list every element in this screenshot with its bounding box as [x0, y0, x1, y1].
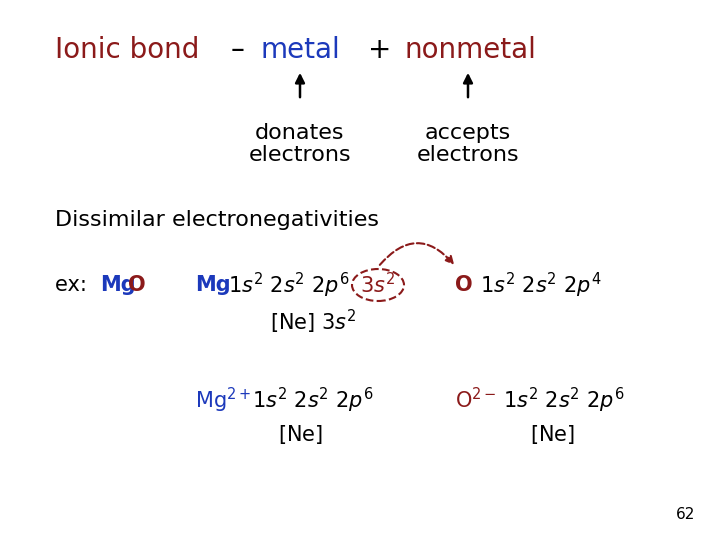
Text: $1s^2\ 2s^2\ 2p^6$: $1s^2\ 2s^2\ 2p^6$ [252, 386, 374, 415]
Text: donates: donates [256, 123, 345, 143]
FancyArrowPatch shape [380, 243, 453, 265]
Text: $\mathrm{O}^{2-}$: $\mathrm{O}^{2-}$ [455, 387, 497, 413]
Text: electrons: electrons [417, 145, 519, 165]
Text: accepts: accepts [425, 123, 511, 143]
Text: metal: metal [260, 36, 340, 64]
Text: O: O [128, 275, 145, 295]
Text: Mg: Mg [195, 275, 230, 295]
Text: O: O [455, 275, 472, 295]
Text: +: + [369, 36, 392, 64]
Text: Ionic bond: Ionic bond [55, 36, 199, 64]
Text: $[\mathrm{Ne}]$: $[\mathrm{Ne}]$ [278, 423, 323, 447]
Text: $1s^2\ 2s^2\ 2p^6$: $1s^2\ 2s^2\ 2p^6$ [228, 271, 349, 300]
Text: Dissimilar electronegativities: Dissimilar electronegativities [55, 210, 379, 230]
Text: ex:: ex: [55, 275, 94, 295]
Text: $[\mathrm{Ne}]$: $[\mathrm{Ne}]$ [530, 423, 575, 447]
Text: $\mathrm{Mg}^{2+}$: $\mathrm{Mg}^{2+}$ [195, 386, 251, 415]
Text: –: – [231, 36, 245, 64]
Text: $3s^2$: $3s^2$ [361, 272, 395, 298]
Text: 62: 62 [675, 507, 695, 522]
Text: nonmetal: nonmetal [404, 36, 536, 64]
Text: $1s^2\ 2s^2\ 2p^4$: $1s^2\ 2s^2\ 2p^4$ [480, 271, 601, 300]
Text: electrons: electrons [248, 145, 351, 165]
Text: Mg: Mg [100, 275, 135, 295]
Text: $1s^2\ 2s^2\ 2p^6$: $1s^2\ 2s^2\ 2p^6$ [503, 386, 624, 415]
Text: $[\mathrm{Ne}]\ 3s^2$: $[\mathrm{Ne}]\ 3s^2$ [270, 308, 356, 336]
